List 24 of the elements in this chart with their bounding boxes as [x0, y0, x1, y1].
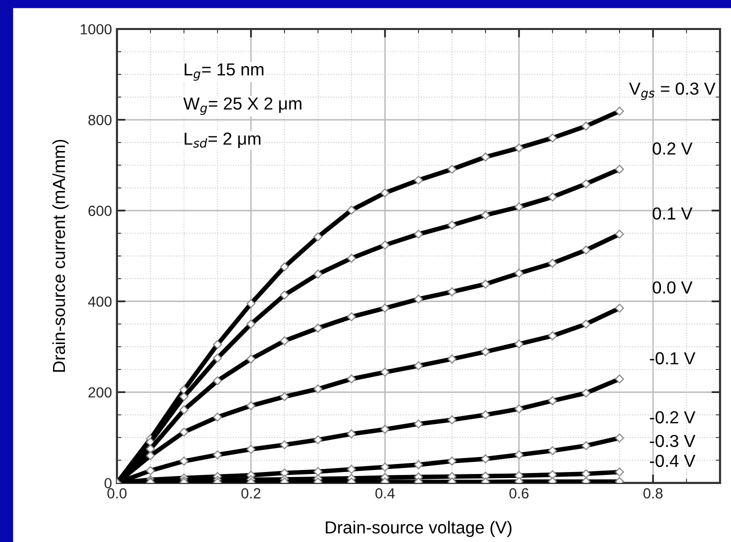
text: -0.3 V: [650, 434, 696, 448]
series-label: V$_{gs}$ = 0.3 V: [629, 82, 716, 100]
y-tick-label: 800: [88, 114, 112, 126]
x-axis-title: Drain-source voltage (V): [326, 520, 512, 538]
y-tick-label: 1000: [80, 24, 112, 34]
x-tick-label: 0.8: [643, 488, 663, 498]
series-label: 0.2 V: [652, 142, 692, 155]
x-tick-label: 0.0: [107, 488, 127, 498]
annotation: W$_{g}$= 25 X 2 μm: [183, 97, 302, 115]
annotation: L$_{g}$= 15 nm: [184, 63, 264, 81]
series-label: -0.2 V: [650, 411, 696, 424]
series-label: -0.4 V: [650, 454, 696, 468]
series-label: 0.1 V: [652, 207, 692, 220]
x-tick-label: 0.6: [509, 488, 529, 498]
y-tick-label: 0: [104, 478, 112, 488]
y-axis-title: Drain-source current (mA/mm): [52, 140, 69, 372]
y-tick-label: 400: [88, 296, 112, 307]
x-tick-label: 0.4: [375, 488, 395, 498]
annotation: L$_{sd}$= 2 μm: [184, 132, 260, 148]
y-tick-label: 200: [88, 387, 112, 398]
x-tick-label: 0.2: [241, 488, 260, 498]
y-tick-label: 600: [88, 206, 112, 216]
series-label: -0.1 V: [650, 352, 696, 364]
series-label: 0.0 V: [652, 281, 692, 294]
